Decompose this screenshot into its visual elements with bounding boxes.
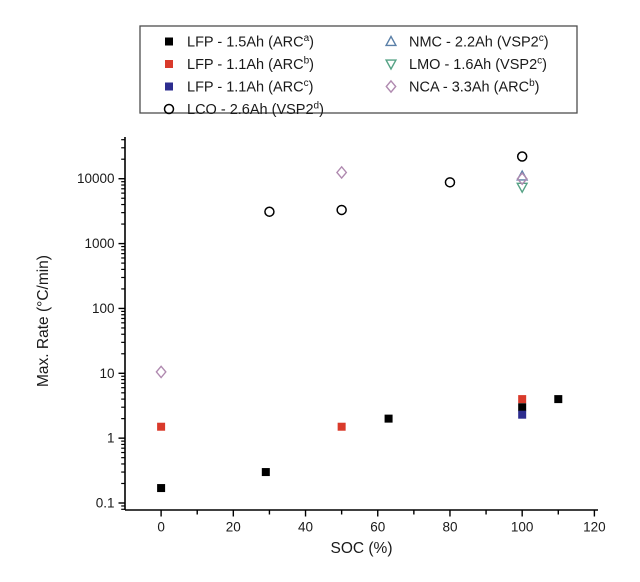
legend-item: LCO - 2.6Ah (VSP2d) [163,101,324,119]
legend-box [139,25,578,114]
legend-item-label: LMO - 1.6Ah (VSP2c) [409,56,547,74]
data-point [518,403,527,412]
legend-item-label: LCO - 2.6Ah (VSP2d) [187,101,324,119]
series-6 [155,165,528,379]
data-point [337,422,346,431]
legend-item: LMO - 1.6Ah (VSP2c) [384,56,547,74]
legend-item: NMC - 2.2Ah (VSP2c) [384,33,549,51]
data-point [516,172,528,186]
legend-marker [385,79,397,94]
x-tick-label: 80 [442,520,457,535]
data-point [264,206,275,217]
legend-marker [165,37,173,46]
y-tick-label: 0.1 [96,496,115,511]
series-3 [264,151,528,217]
data-point [518,395,527,404]
x-tick-label: 0 [157,520,165,535]
data-point [384,414,393,423]
data-point [157,422,166,431]
data-point [444,177,456,188]
data-point [261,468,270,477]
y-tick-label: 10000 [77,171,115,186]
legend-marker [165,82,173,91]
legend-item: LFP - 1.1Ah (ARCb) [165,56,314,74]
legend-marker [384,35,398,47]
x-tick-label: 20 [226,520,241,535]
legend-item: NCA - 3.3Ah (ARCb) [385,78,539,96]
series-2 [518,410,527,419]
data-point [336,165,348,180]
x-axis-title: SOC (%) [330,540,393,557]
legend-marker [163,103,175,115]
y-tick-label: 1000 [84,236,114,251]
legend-item-label: LFP - 1.5Ah (ARCa) [187,33,314,51]
legend-item-label: LFP - 1.1Ah (ARCc) [187,78,313,96]
y-tick-label: 1 [107,431,115,446]
data-point [155,365,167,379]
legend-item: LFP - 1.5Ah (ARCa) [165,33,314,51]
legend-item-label: LFP - 1.1Ah (ARCb) [187,56,314,74]
legend-item-label: NMC - 2.2Ah (VSP2c) [409,33,549,51]
y-axis-title: Max. Rate (°C/min) [35,255,52,387]
legend-item: LFP - 1.1Ah (ARCc) [165,78,313,96]
x-tick-label: 60 [370,520,385,535]
series-1 [157,395,527,431]
series-0 [157,395,563,493]
x-tick-label: 120 [583,520,606,535]
legend-item-label: NCA - 3.3Ah (ARCb) [409,78,539,96]
data-point [336,204,347,216]
x-tick-label: 40 [298,520,313,535]
x-tick-label: 100 [511,520,534,535]
data-point [157,484,166,493]
data-point [554,395,563,404]
y-tick-label: 10 [99,366,114,381]
legend-marker [384,59,398,71]
legend-marker [165,60,173,68]
data-point [516,151,528,162]
data-point [518,410,527,419]
y-tick-label: 100 [92,301,115,316]
